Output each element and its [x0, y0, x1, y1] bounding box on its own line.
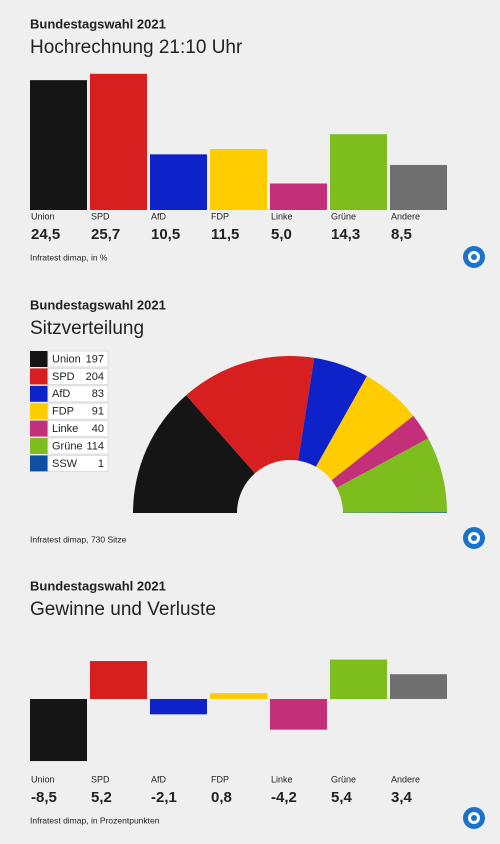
category-label: Union: [31, 211, 55, 221]
legend-value: 1: [98, 458, 104, 470]
legend-box: [47, 367, 109, 385]
bar: [330, 134, 387, 210]
seat-wedge: [186, 355, 315, 474]
seat-wedge: [315, 376, 414, 481]
value-label: -2,1: [151, 789, 177, 806]
bar: [270, 699, 327, 730]
seat-wedge: [343, 512, 448, 513]
value-label: 0,8: [211, 789, 232, 806]
legend-value: 197: [86, 353, 104, 365]
bar: [150, 154, 207, 210]
legend-swatch: [30, 385, 48, 402]
category-label: AfD: [151, 211, 167, 221]
category-label: FDP: [211, 211, 229, 221]
bar: [150, 699, 207, 715]
category-label: SPD: [91, 211, 110, 221]
legend-box: [47, 420, 109, 438]
legend-box: [47, 437, 109, 455]
legend-box: [47, 454, 109, 472]
legend-label: SPD: [52, 371, 75, 383]
legend-label: FDP: [52, 406, 74, 418]
value-label: -8,5: [31, 789, 57, 806]
value-label: -4,2: [271, 789, 297, 806]
overline: Bundestagswahl 2021: [30, 578, 166, 593]
source: Infratest dimap, 730 Sitze: [30, 534, 127, 544]
legend-label: Grüne: [52, 440, 83, 452]
bar: [210, 149, 267, 210]
chart-title: Sitzverteilung: [30, 318, 144, 339]
category-label: SPD: [91, 774, 110, 784]
value-label: 10,5: [151, 226, 180, 243]
chart-title: Hochrechnung 21:10 Uhr: [30, 37, 243, 58]
logo: [463, 246, 485, 829]
seat-wedge: [298, 357, 367, 467]
legend-box: [47, 350, 109, 368]
value-label: 5,2: [91, 789, 112, 806]
seat-wedge: [133, 395, 255, 513]
value-label: 24,5: [31, 226, 60, 243]
category-label: Andere: [391, 211, 420, 221]
legend-label: AfD: [52, 388, 70, 400]
bar: [330, 659, 387, 699]
bar: [30, 699, 87, 762]
source: Infratest dimap, in %: [30, 252, 108, 262]
legend-swatch: [30, 420, 48, 437]
category-label: Andere: [391, 774, 420, 784]
bar: [210, 693, 267, 699]
value-label: 8,5: [391, 226, 412, 243]
bar: [90, 73, 147, 210]
value-label: 5,4: [331, 789, 353, 806]
legend-swatch: [30, 368, 48, 385]
legend-label: SSW: [52, 458, 78, 470]
legend-swatch: [30, 403, 48, 420]
bar: [30, 80, 87, 211]
legend-swatch: [30, 438, 48, 454]
bar: [90, 661, 147, 699]
seat-wedge: [331, 415, 429, 488]
category-label: Grüne: [331, 774, 356, 784]
legend-value: 204: [86, 371, 104, 383]
bar: [270, 183, 327, 210]
category-label: Grüne: [331, 211, 356, 221]
category-label: FDP: [211, 774, 229, 784]
value-label: 11,5: [211, 226, 239, 243]
value-label: 5,0: [271, 226, 292, 243]
bar: [390, 674, 447, 699]
source: Infratest dimap, in Prozentpunkten: [30, 815, 160, 825]
legend-value: 40: [92, 423, 104, 435]
overline: Bundestagswahl 2021: [30, 16, 166, 31]
legend-label: Union: [52, 353, 81, 365]
category-label: Union: [31, 774, 55, 784]
bar: [390, 164, 447, 210]
legend-swatch: [30, 455, 48, 472]
category-label: Linke: [271, 211, 293, 221]
value-label: 25,7: [91, 226, 120, 243]
value-label: 3,4: [391, 789, 413, 806]
category-label: AfD: [151, 774, 167, 784]
category-label: Linke: [271, 774, 293, 784]
value-label: 14,3: [331, 226, 360, 243]
legend-value: 91: [92, 406, 104, 418]
seat-wedge: [336, 438, 447, 513]
legend-swatch: [30, 351, 48, 367]
legend-label: Linke: [52, 423, 78, 435]
legend-box: [47, 385, 109, 403]
legend-box: [47, 402, 109, 420]
chart-title: Gewinne und Verluste: [30, 599, 216, 620]
legend-value: 83: [92, 388, 104, 400]
legend-value: 114: [86, 440, 104, 452]
overline: Bundestagswahl 2021: [30, 297, 166, 312]
